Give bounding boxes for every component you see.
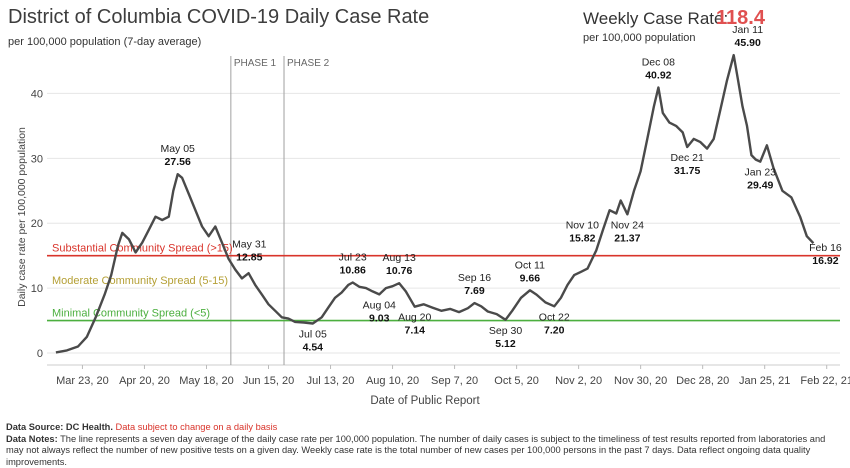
x-tick-label: Feb 22, 21 (800, 375, 850, 387)
annotation-value: 9.66 (520, 272, 541, 284)
annotation-date: Jul 23 (339, 252, 367, 264)
weekly-case-rate-value: 118.4 (716, 7, 765, 29)
threshold-label: Moderate Community Spread (5-15) (52, 275, 228, 287)
annotation-date: Aug 13 (383, 252, 416, 264)
y-tick-label: 0 (37, 348, 43, 360)
y-tick-label: 40 (31, 88, 43, 100)
x-tick-label: Nov 30, 20 (614, 375, 667, 387)
annotation-value: 16.92 (812, 255, 838, 267)
threshold-label: Substantial Community Spread (>15) (52, 243, 233, 255)
y-axis-title: Daily case rate per 100,000 population (16, 127, 28, 307)
annotation-date: Dec 08 (642, 56, 675, 68)
weekly-case-rate-subtitle: per 100,000 population (583, 32, 696, 44)
annotation-date: May 05 (160, 143, 195, 155)
x-axis-title: Date of Public Report (370, 395, 480, 407)
annotation-date: Dec 21 (671, 152, 704, 164)
y-tick-label: 30 (31, 153, 43, 165)
annotation-date: Jan 23 (744, 167, 776, 179)
annotation-value: 31.75 (674, 165, 700, 177)
data-notes: Data Source: DC Health. Data subject to … (6, 422, 844, 468)
annotation-date: Jan 11 (732, 24, 763, 36)
x-tick-label: Oct 5, 20 (494, 375, 539, 387)
annotation-value: 4.54 (303, 342, 324, 354)
x-tick-label: Nov 2, 20 (555, 375, 602, 387)
annotation-date: Sep 16 (458, 272, 491, 284)
annotation-date: Nov 24 (611, 219, 644, 231)
annotation-date: Aug 04 (363, 299, 396, 311)
annotation-date: Jul 05 (299, 329, 327, 341)
annotation-date: Oct 22 (539, 311, 570, 323)
annotation-value: 29.49 (747, 180, 773, 192)
y-tick-label: 20 (31, 218, 43, 230)
annotation-value: 15.82 (569, 232, 595, 244)
x-tick-label: Jan 25, 21 (739, 375, 790, 387)
annotation-value: 40.92 (645, 69, 671, 81)
annotation-value: 10.76 (386, 265, 412, 277)
series-line (55, 53, 815, 354)
source-warning: Data subject to change on a daily basis (115, 422, 278, 432)
annotation-value: 21.37 (614, 232, 640, 244)
annotation-value: 45.90 (735, 37, 761, 49)
notes-label: Data Notes: (6, 433, 58, 444)
chart-subtitle: per 100,000 population (7-day average) (8, 36, 202, 48)
x-tick-label: Dec 28, 20 (676, 375, 729, 387)
weekly-case-rate-label: Weekly Case Rate: (583, 9, 729, 28)
annotation-date: Nov 10 (566, 219, 599, 231)
annotation-value: 9.03 (369, 312, 390, 324)
annotation-date: Sep 30 (489, 325, 522, 337)
threshold-label: Minimal Community Spread (<5) (52, 308, 210, 320)
x-tick-label: May 18, 20 (179, 375, 233, 387)
phase-label: PHASE 2 (287, 58, 330, 69)
x-tick-label: Mar 23, 20 (56, 375, 109, 387)
annotation-value: 7.69 (464, 285, 485, 297)
phase-label: PHASE 1 (234, 58, 277, 69)
annotation-date: Oct 11 (515, 259, 545, 271)
annotation-value: 10.86 (340, 265, 366, 277)
x-tick-label: Jul 13, 20 (307, 375, 355, 387)
annotation-date: Aug 20 (398, 312, 431, 324)
case-rate-chart: 0 10 20 30 40 Mar 23, 20 Apr 20, 20 May 18, 20 J… (16, 24, 850, 407)
annotation-value: 7.14 (404, 325, 425, 337)
annotation-value: 7.20 (544, 324, 565, 336)
annotation-value: 27.56 (165, 156, 191, 168)
chart-title: District of Columbia COVID-19 Daily Case… (8, 6, 430, 28)
y-tick-label: 10 (31, 283, 43, 295)
x-tick-label: Aug 10, 20 (366, 375, 419, 387)
annotation-value: 5.12 (495, 338, 516, 350)
x-tick-label: Apr 20, 20 (119, 375, 170, 387)
x-tick-label: Jun 15, 20 (243, 375, 294, 387)
notes-text: The line represents a seven day average … (6, 433, 826, 467)
annotation-date: Feb 16 (809, 242, 842, 254)
source-label: Data Source: DC Health. (6, 422, 113, 432)
x-tick-label: Sep 7, 20 (431, 375, 478, 387)
annotation-value: 12.85 (236, 252, 262, 264)
annotation-date: May 31 (232, 239, 267, 251)
